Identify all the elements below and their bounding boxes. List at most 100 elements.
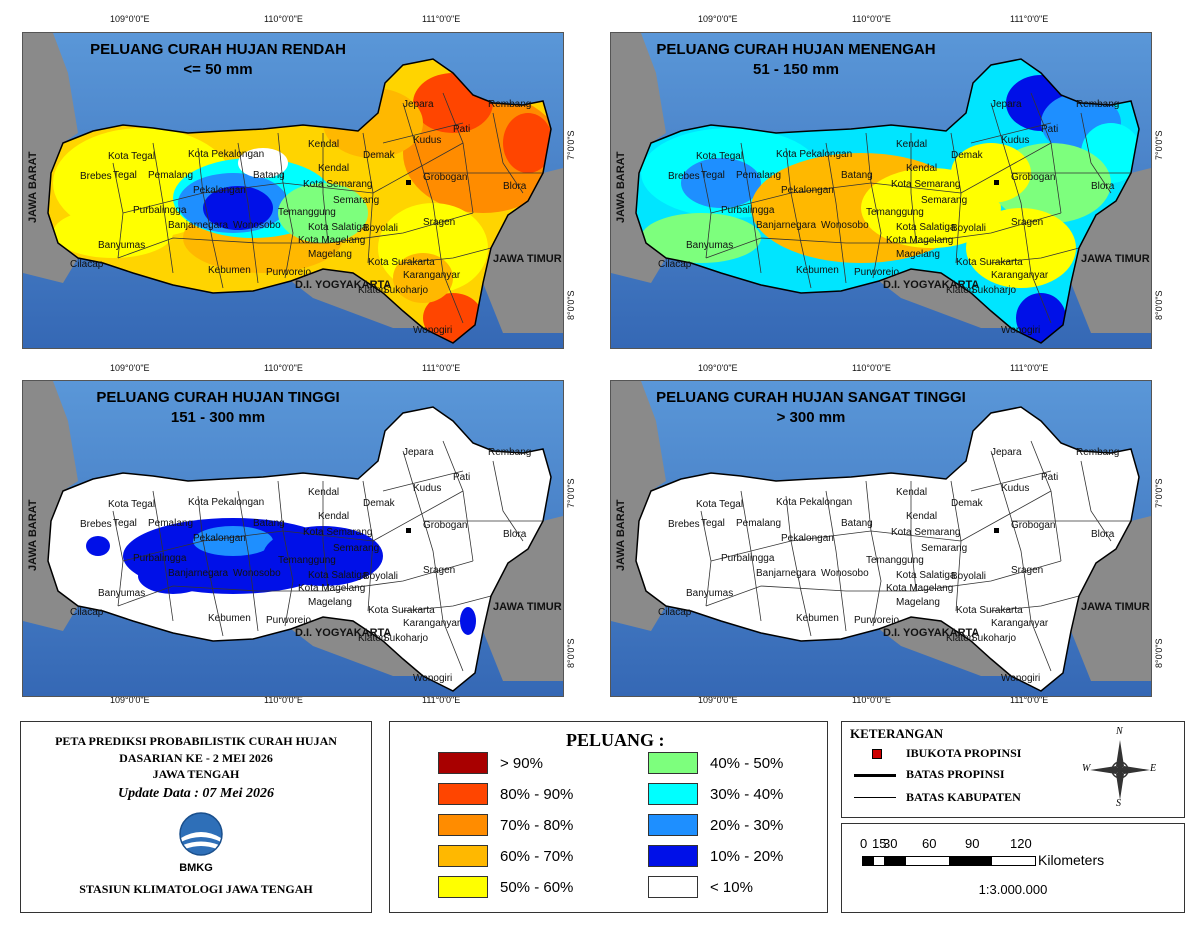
probability-zone [193, 526, 273, 556]
kabupaten-label: Kendal [906, 163, 938, 174]
legend-item: 30% - 40% [648, 783, 783, 805]
jawa-timur-area [1071, 168, 1151, 333]
kabupaten-label: Magelang [896, 249, 940, 260]
kabupaten-label: Boyolali [951, 571, 987, 582]
scale-unit: Kilometers [1038, 852, 1105, 868]
ibukota-label: IBUKOTA PROPINSI [906, 746, 1022, 760]
map-title: PELUANG CURAH HUJAN SANGAT TINGGI [656, 389, 966, 406]
map-title: PELUANG CURAH HUJAN RENDAH [90, 41, 346, 58]
kabupaten-boundary [990, 595, 1080, 612]
lat-label: 8°0'0"S [566, 638, 576, 668]
kabupaten-label: Brebes [668, 519, 700, 530]
kabupaten-label: Kebumen [796, 613, 839, 624]
kabupaten-label: Banyumas [98, 588, 146, 599]
kabupaten-label: Kota Magelang [298, 583, 366, 594]
probability-zone [641, 213, 761, 263]
kabupaten-boundary [402, 450, 464, 672]
lon-label: 109°0'0"E [698, 363, 738, 373]
legend-item: > 90% [438, 752, 543, 774]
legend-label: 40% - 50% [710, 754, 784, 772]
map-svg [611, 33, 1151, 348]
kabupaten-label: Cilacap [658, 259, 692, 270]
kabupaten-label: Wonosobo [821, 220, 869, 231]
kabupaten-label: Rembang [488, 99, 532, 110]
kabupaten-label: Pati [453, 472, 471, 483]
compass-icon: N E S W [1082, 726, 1158, 810]
kabupaten-label: Semarang [921, 543, 968, 554]
kabupaten-label: Purbalingga [721, 553, 775, 564]
kabupaten-label: Pekalongan [781, 533, 834, 544]
kabupaten-boundary [197, 495, 224, 637]
kabupaten-boundary [402, 595, 492, 612]
kabupaten-label: Pemalang [736, 170, 782, 181]
region-jawa-timur: JAWA TIMUR [1081, 601, 1150, 613]
jawa-barat-area [23, 381, 78, 631]
probability-zone [238, 148, 288, 178]
kabupaten-label: Semarang [333, 543, 380, 554]
info-box: PETA PREDIKSI PROBABILISTIK CURAH HUJAN … [20, 721, 372, 913]
kabupaten-label: Banyumas [98, 240, 146, 251]
kabupaten-label: Tegal [701, 170, 725, 181]
kabupaten-label: Tegal [113, 518, 137, 529]
capital-marker [994, 180, 999, 185]
kabupaten-label: Magelang [896, 597, 940, 608]
kabupaten-label: Karanganyar [991, 618, 1049, 629]
kabupaten-label: Demak [951, 150, 983, 161]
kabupaten-label: Purworejo [854, 615, 900, 626]
map-svg [23, 33, 563, 348]
kabupaten-boundary [117, 560, 474, 607]
kabupaten-label: Rembang [1076, 99, 1120, 110]
kabupaten-label: Kendal [906, 511, 938, 522]
region-jawa-timur: JAWA TIMUR [493, 601, 562, 613]
lat-label: 7°0'0"S [1154, 478, 1164, 508]
map-frame: PELUANG CURAH HUJAN TINGGI 151 - 300 mm Je… [22, 380, 564, 697]
legend-item: 10% - 20% [648, 845, 783, 867]
map-svg [611, 381, 1151, 696]
kabupaten-boundary [910, 481, 917, 592]
kabupaten-label: Kota Semarang [891, 527, 961, 538]
province-boundary [47, 58, 552, 344]
kabupaten-label: Sragen [1011, 217, 1044, 228]
keterangan-title: KETERANGAN [850, 726, 944, 741]
kabupaten-boundary [382, 470, 464, 492]
lon-label: 110°0'0"E [264, 695, 303, 705]
kabupaten-label: Jepara [403, 447, 434, 458]
legend-swatch [438, 783, 488, 805]
lon-label: 110°0'0"E [264, 363, 303, 373]
kabupaten-label: Boyolali [363, 223, 399, 234]
lon-label: 109°0'0"E [698, 14, 738, 24]
region-diy: D.I. YOGYAKARTA [295, 279, 392, 291]
kabupaten-label: Purworejo [266, 615, 312, 626]
kabupaten-label: Wonogiri [413, 325, 453, 336]
kabupaten-label: Kudus [1001, 483, 1030, 494]
batas-propinsi-label: BATAS PROPINSI [906, 767, 1005, 781]
kabupaten-boundary [117, 212, 474, 259]
kabupaten-label: Kebumen [796, 265, 839, 276]
kabupaten-label: Banjarnegara [756, 220, 817, 231]
ibukota-symbol [872, 749, 882, 759]
kabupaten-label: Kota Tegal [108, 499, 156, 510]
map-panel-4: 109°0'0"E 109°0'0"E 110°0'0"E 110°0'0"E 111°… [588, 355, 1176, 710]
legend-label: 20% - 30% [710, 816, 784, 834]
kabupaten-label: Semarang [921, 195, 968, 206]
kabupaten-label: Klaten [358, 285, 387, 296]
legend-label: 80% - 90% [500, 785, 574, 803]
kabupaten-label: Sukoharjo [383, 285, 429, 296]
kabupaten-label: Tegal [113, 170, 137, 181]
kabupaten-label: Pekalongan [781, 185, 834, 196]
legend-swatch [438, 752, 488, 774]
kabupaten-label: Temanggung [278, 207, 336, 218]
region-diy: D.I. YOGYAKARTA [295, 627, 392, 639]
region-diy: D.I. YOGYAKARTA [883, 279, 980, 291]
legend-item: 80% - 90% [438, 783, 573, 805]
kabupaten-label: Sukoharjo [971, 633, 1017, 644]
lon-label: 111°0'0"E [1010, 14, 1049, 24]
kabupaten-label: Batang [253, 170, 285, 181]
legend-item: < 10% [648, 876, 753, 898]
scale-tick-label: 15 [872, 836, 887, 851]
jawa-timur-area [1071, 516, 1151, 681]
info-title-2: DASARIAN KE - 2 MEI 2026 [119, 751, 273, 765]
kabupaten-label: Cilacap [70, 259, 104, 270]
kabupaten-label: Purworejo [854, 267, 900, 278]
kabupaten-boundary [710, 490, 1052, 562]
